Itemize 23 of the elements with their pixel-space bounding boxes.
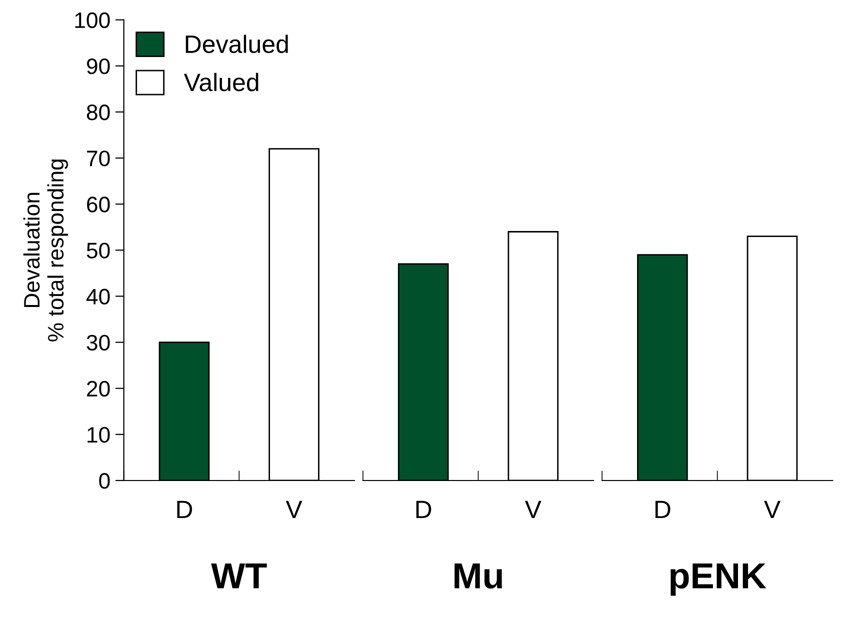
x-tick-label: D	[177, 500, 192, 518]
x-tick-label: V	[524, 500, 542, 518]
x-tick-label: D	[416, 500, 432, 518]
x-tick-label: D	[655, 500, 670, 518]
y-tick-label: 100	[75, 12, 110, 28]
x-axis-title: Mu	[454, 563, 502, 589]
y-tick-label: 80	[86, 104, 110, 120]
y-tick-label: 20	[87, 380, 110, 397]
x-axis-title: WT	[211, 563, 267, 588]
y-tick-label: 10	[88, 426, 110, 443]
y-tick-label: 50	[86, 242, 110, 258]
y-tick-label: 40	[86, 288, 110, 305]
y-tick-label: 30	[86, 334, 110, 351]
legend-label: Devalued	[186, 34, 288, 54]
x-tick-label: V	[286, 500, 302, 518]
y-axis-title: Devaluation % total responding	[23, 160, 68, 342]
y-tick-label: 60	[87, 196, 110, 212]
y-tick-label: 70	[87, 150, 110, 166]
y-tick-label: 0	[99, 473, 110, 489]
x-axis-title: pENK	[670, 563, 766, 596]
y-tick-label: 90	[86, 58, 110, 74]
x-tick-label: V	[764, 500, 780, 518]
legend-label: Valued	[184, 72, 258, 92]
